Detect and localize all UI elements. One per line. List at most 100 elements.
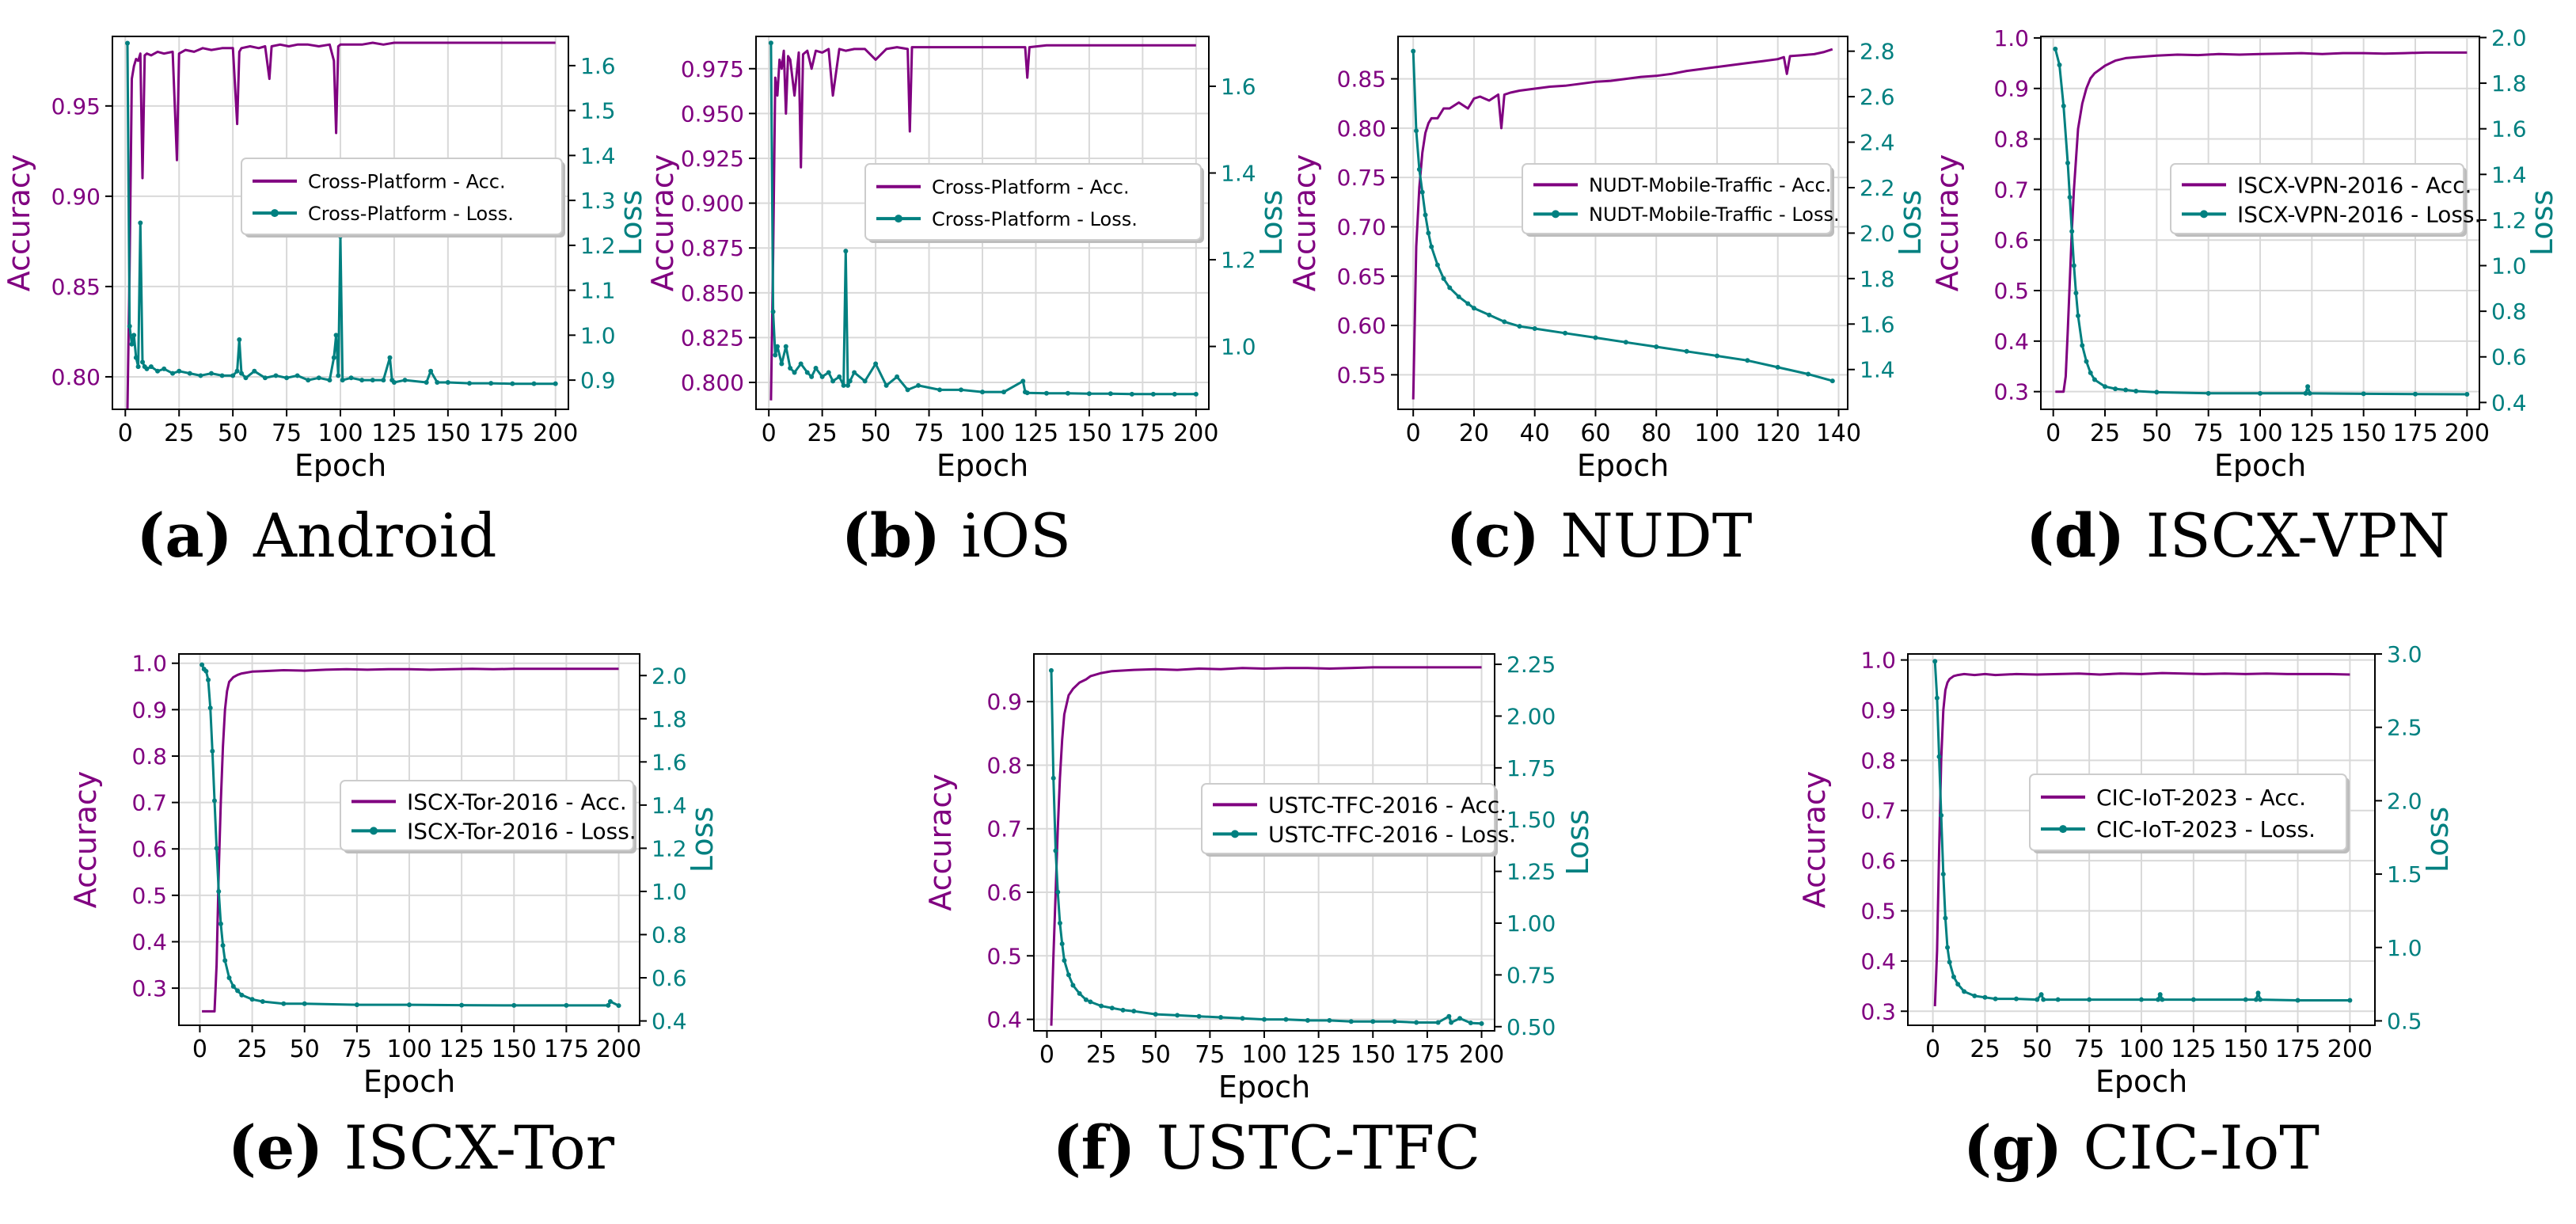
x-tick-label: 40	[1520, 420, 1550, 447]
y2-axis-label: Loss	[614, 190, 648, 256]
y-tick-label: 0.65	[1337, 264, 1386, 290]
loss-point	[340, 378, 345, 383]
loss-point	[2088, 370, 2093, 375]
loss-point	[2361, 391, 2366, 397]
loss-point	[207, 705, 213, 711]
loss-point	[2092, 377, 2097, 382]
legend-entry: NUDT-Mobile-Traffic - Loss.	[1589, 203, 1840, 226]
loss-point	[606, 1002, 611, 1008]
loss-point	[459, 1002, 465, 1008]
loss-point	[607, 999, 613, 1005]
y-tick-label: 0.80	[51, 364, 101, 390]
loss-point	[424, 379, 429, 385]
x-tick-label: 100	[1694, 420, 1739, 447]
loss-point	[511, 1002, 517, 1008]
y-tick-label: 0.5	[986, 943, 1022, 969]
loss-point	[2305, 384, 2311, 390]
loss-point	[1468, 1021, 1473, 1026]
x-tick-label: 150	[425, 420, 470, 447]
legend-marker	[1231, 830, 1239, 838]
x-axis-label: Epoch	[294, 448, 386, 483]
loss-point	[1083, 997, 1089, 1002]
loss-point	[138, 220, 143, 226]
loss-point	[2258, 390, 2263, 396]
y-tick-label: 0.6	[1860, 848, 1896, 874]
y2-tick-label: 1.00	[1506, 910, 1556, 937]
y-tick-label: 0.4	[1860, 948, 1896, 975]
loss-point	[354, 1002, 359, 1008]
x-tick-label: 200	[2445, 420, 2490, 447]
loss-point	[2084, 359, 2089, 364]
x-tick-label: 75	[914, 420, 944, 447]
x-axis-label: Epoch	[937, 448, 1028, 483]
y2-tick-label: 2.6	[1860, 84, 1895, 110]
x-tick-label: 75	[272, 420, 302, 447]
panel-caption: (g) CIC-IoT	[1963, 1112, 2320, 1183]
loss-point	[302, 1001, 307, 1006]
y2-tick-label: 1.25	[1506, 859, 1556, 885]
panel-caption: (e) ISCX-Tor	[228, 1112, 615, 1183]
y-tick-label: 0.55	[1337, 362, 1386, 388]
caption-title: ISCX-VPN	[2146, 500, 2450, 571]
loss-point	[1426, 230, 1431, 236]
loss-point	[140, 359, 146, 365]
loss-point	[774, 344, 780, 349]
loss-point	[2065, 160, 2070, 165]
legend-entry: USTC-TFC-2016 - Acc.	[1268, 792, 1506, 818]
caption-letter: (e)	[228, 1112, 344, 1183]
loss-point	[129, 341, 135, 347]
x-tick-label: 125	[1013, 420, 1058, 447]
loss-point	[895, 374, 900, 379]
loss-point	[1441, 276, 1446, 281]
y2-tick-label: 0.8	[2491, 298, 2527, 325]
loss-point	[222, 958, 228, 964]
loss-point	[1449, 1020, 1454, 1025]
loss-point	[826, 370, 831, 375]
x-tick-label: 150	[1066, 420, 1111, 447]
caption-letter: (c)	[1446, 500, 1561, 571]
loss-point	[177, 368, 182, 374]
y-tick-label: 0.85	[51, 274, 101, 300]
loss-point	[235, 988, 241, 994]
y2-tick-label: 1.0	[2387, 935, 2422, 961]
y-tick-label: 0.7	[131, 790, 167, 816]
loss-point	[1429, 244, 1434, 249]
y-tick-label: 0.8	[986, 752, 1022, 778]
loss-point	[1153, 1012, 1158, 1017]
loss-point	[2061, 103, 2066, 108]
loss-point	[1240, 1016, 1245, 1021]
loss-point	[1411, 48, 1416, 54]
loss-point	[281, 1001, 287, 1006]
y-tick-label: 0.9	[1860, 698, 1896, 724]
loss-point	[359, 378, 365, 383]
loss-point	[230, 983, 236, 989]
y2-tick-label: 2.0	[1860, 220, 1895, 246]
legend-box	[241, 158, 563, 235]
x-axis-label: Epoch	[363, 1064, 455, 1099]
y2-tick-label: 2.00	[1506, 703, 1556, 729]
loss-point	[773, 352, 778, 358]
x-tick-label: 0	[1406, 420, 1421, 447]
x-tick-label: 100	[386, 1036, 431, 1063]
y2-tick-label: 1.0	[652, 879, 687, 905]
loss-point	[2190, 997, 2196, 1002]
y2-tick-label: 1.0	[1221, 334, 1256, 360]
loss-point	[2041, 997, 2046, 1002]
loss-point	[435, 379, 440, 385]
loss-point	[2071, 263, 2076, 268]
y2-tick-label: 1.8	[2491, 70, 2527, 97]
loss-point	[819, 374, 825, 379]
loss-point	[1051, 775, 1056, 781]
y2-tick-label: 0.8	[652, 922, 687, 948]
y-tick-label: 0.7	[1993, 177, 2029, 203]
y-tick-label: 0.90	[51, 184, 101, 210]
loss-point	[1120, 1007, 1126, 1013]
y2-tick-label: 2.2	[1860, 175, 1895, 201]
legend-entry: Cross-Platform - Loss.	[308, 203, 514, 225]
y-tick-label: 0.8	[1993, 127, 2029, 153]
x-tick-label: 150	[492, 1036, 537, 1063]
y2-tick-label: 1.6	[1860, 311, 1895, 337]
loss-point	[273, 373, 279, 378]
loss-point	[155, 368, 161, 374]
